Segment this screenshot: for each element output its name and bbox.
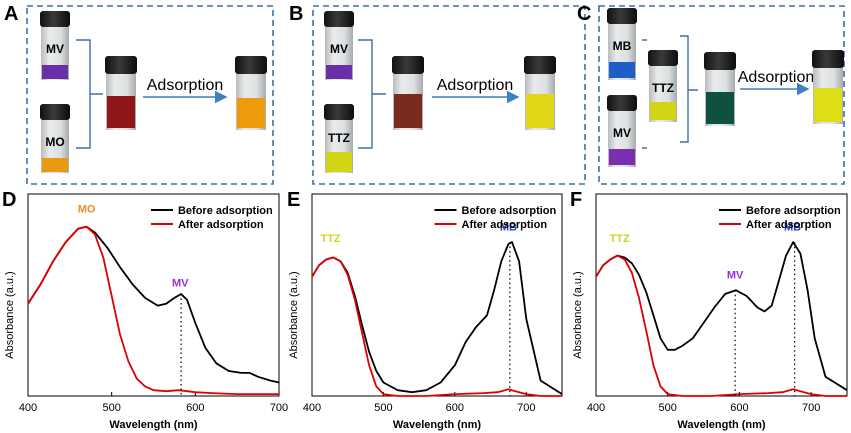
vial-label: MV [330, 42, 348, 56]
x-axis-label: Wavelength (nm) [393, 419, 482, 431]
vial-label: MV [613, 126, 631, 140]
vial-liquid [42, 158, 68, 172]
vial-liquid [814, 88, 842, 122]
x-tick-label: 500 [374, 402, 392, 414]
vial-label: MV [46, 42, 64, 56]
vial [105, 56, 137, 130]
series-line [27, 225, 280, 384]
vial-label: TTZ [652, 81, 674, 95]
vial-liquid [609, 62, 635, 78]
peak-annotation: MB [500, 222, 517, 234]
chart-e: 400 500 600 700 Wavelength (nm) Absorbance (a… [288, 193, 563, 431]
vial-label: TTZ [328, 131, 350, 145]
plot-frame [27, 193, 280, 397]
legend-label: Before adsorption [462, 205, 557, 217]
vial-liquid [394, 94, 422, 128]
panel-c-frame [598, 5, 845, 185]
x-axis-label: Wavelength (nm) [109, 419, 198, 431]
panel-letter-c: C [577, 3, 591, 25]
x-tick-label: 600 [730, 402, 748, 414]
chart-d: 400 500 600 700 Wavelength (nm) Absorbance (a… [4, 193, 288, 431]
vial-photographs: A MV MO Adsorption B MV TTZ Adsorption C… [4, 3, 845, 185]
y-axis-label: Absorbance (a.u.) [4, 271, 16, 358]
series-line [595, 254, 847, 397]
panel-a-frame [26, 5, 274, 185]
peak-annotation: MV [172, 277, 189, 289]
panel-letter-f: F [570, 190, 582, 211]
chart-f: 400 500 600 700 Wavelength (nm) Absorbance (a… [572, 193, 848, 431]
vial-liquid [706, 92, 734, 124]
vial: MB [607, 8, 637, 80]
bracket [76, 39, 103, 149]
x-tick-label: 600 [446, 402, 464, 414]
x-tick-label: 400 [303, 402, 321, 414]
vial-liquid [650, 102, 676, 120]
vial-liquid [326, 65, 352, 79]
x-tick-label: 600 [186, 402, 204, 414]
x-axis-label: Wavelength (nm) [677, 419, 766, 431]
peak-annotation: MV [727, 270, 744, 282]
vial-liquid [42, 65, 68, 79]
x-tick-label: 400 [587, 402, 605, 414]
bracket [680, 35, 698, 143]
x-tick-label: 700 [517, 402, 535, 414]
vial-liquid [526, 94, 554, 128]
vial [235, 56, 267, 130]
bracket [358, 39, 386, 149]
vial-liquid [609, 149, 635, 165]
vial: MV [607, 95, 637, 167]
legend-label: Before adsorption [746, 205, 841, 217]
x-tick-label: 500 [102, 402, 120, 414]
y-axis-label: Absorbance (a.u.) [288, 271, 300, 358]
adsorption-label: Adsorption [147, 77, 224, 94]
vial [524, 56, 556, 130]
legend-label: Before adsorption [178, 205, 273, 217]
vial-label: MB [613, 39, 632, 53]
panel-b-vials: MV TTZ Adsorption [324, 11, 556, 173]
vial-liquid [237, 98, 265, 128]
bracket [642, 39, 647, 149]
vial-liquid [326, 152, 352, 172]
panel-letter-b: B [289, 3, 303, 25]
panel-letter-d: D [2, 190, 16, 211]
peak-annotation: TTZ [610, 233, 630, 245]
vial: MV [324, 11, 354, 80]
series-line [311, 256, 562, 397]
x-tick-label: 700 [802, 402, 820, 414]
legend-label: After adsorption [462, 219, 548, 231]
peak-annotation: TTZ [320, 233, 340, 245]
vial-label: MO [45, 135, 64, 149]
vial: TTZ [648, 50, 678, 122]
series-line [311, 241, 563, 395]
legend-label: After adsorption [178, 219, 264, 231]
peak-annotation: MO [78, 203, 96, 215]
series-line [27, 225, 279, 395]
panel-b-frame [312, 5, 586, 185]
panel-c-vials: MB MV TTZ Adsorption [607, 8, 844, 167]
vial: MV [40, 11, 70, 80]
adsorption-label: Adsorption [437, 77, 514, 94]
series-line [595, 241, 848, 391]
vial-liquid [107, 96, 135, 128]
vial [704, 52, 736, 126]
y-axis-label: Absorbance (a.u.) [572, 271, 584, 358]
legend-label: After adsorption [746, 219, 832, 231]
panel-a-vials: MV MO Adsorption [40, 11, 267, 173]
peak-annotation: MB [784, 222, 801, 234]
x-tick-label: 700 [270, 402, 288, 414]
absorbance-spectra: D E F 400 500 600 700 Wavelength (nm) Absorba… [2, 190, 848, 431]
panel-letter-e: E [287, 190, 300, 211]
adsorption-label: Adsorption [738, 69, 815, 86]
x-tick-label: 500 [659, 402, 677, 414]
vial: TTZ [324, 104, 354, 173]
vial [392, 56, 424, 130]
vial [812, 50, 844, 124]
vial: MO [40, 104, 70, 173]
panel-letter-a: A [4, 3, 18, 25]
x-tick-label: 400 [19, 402, 37, 414]
